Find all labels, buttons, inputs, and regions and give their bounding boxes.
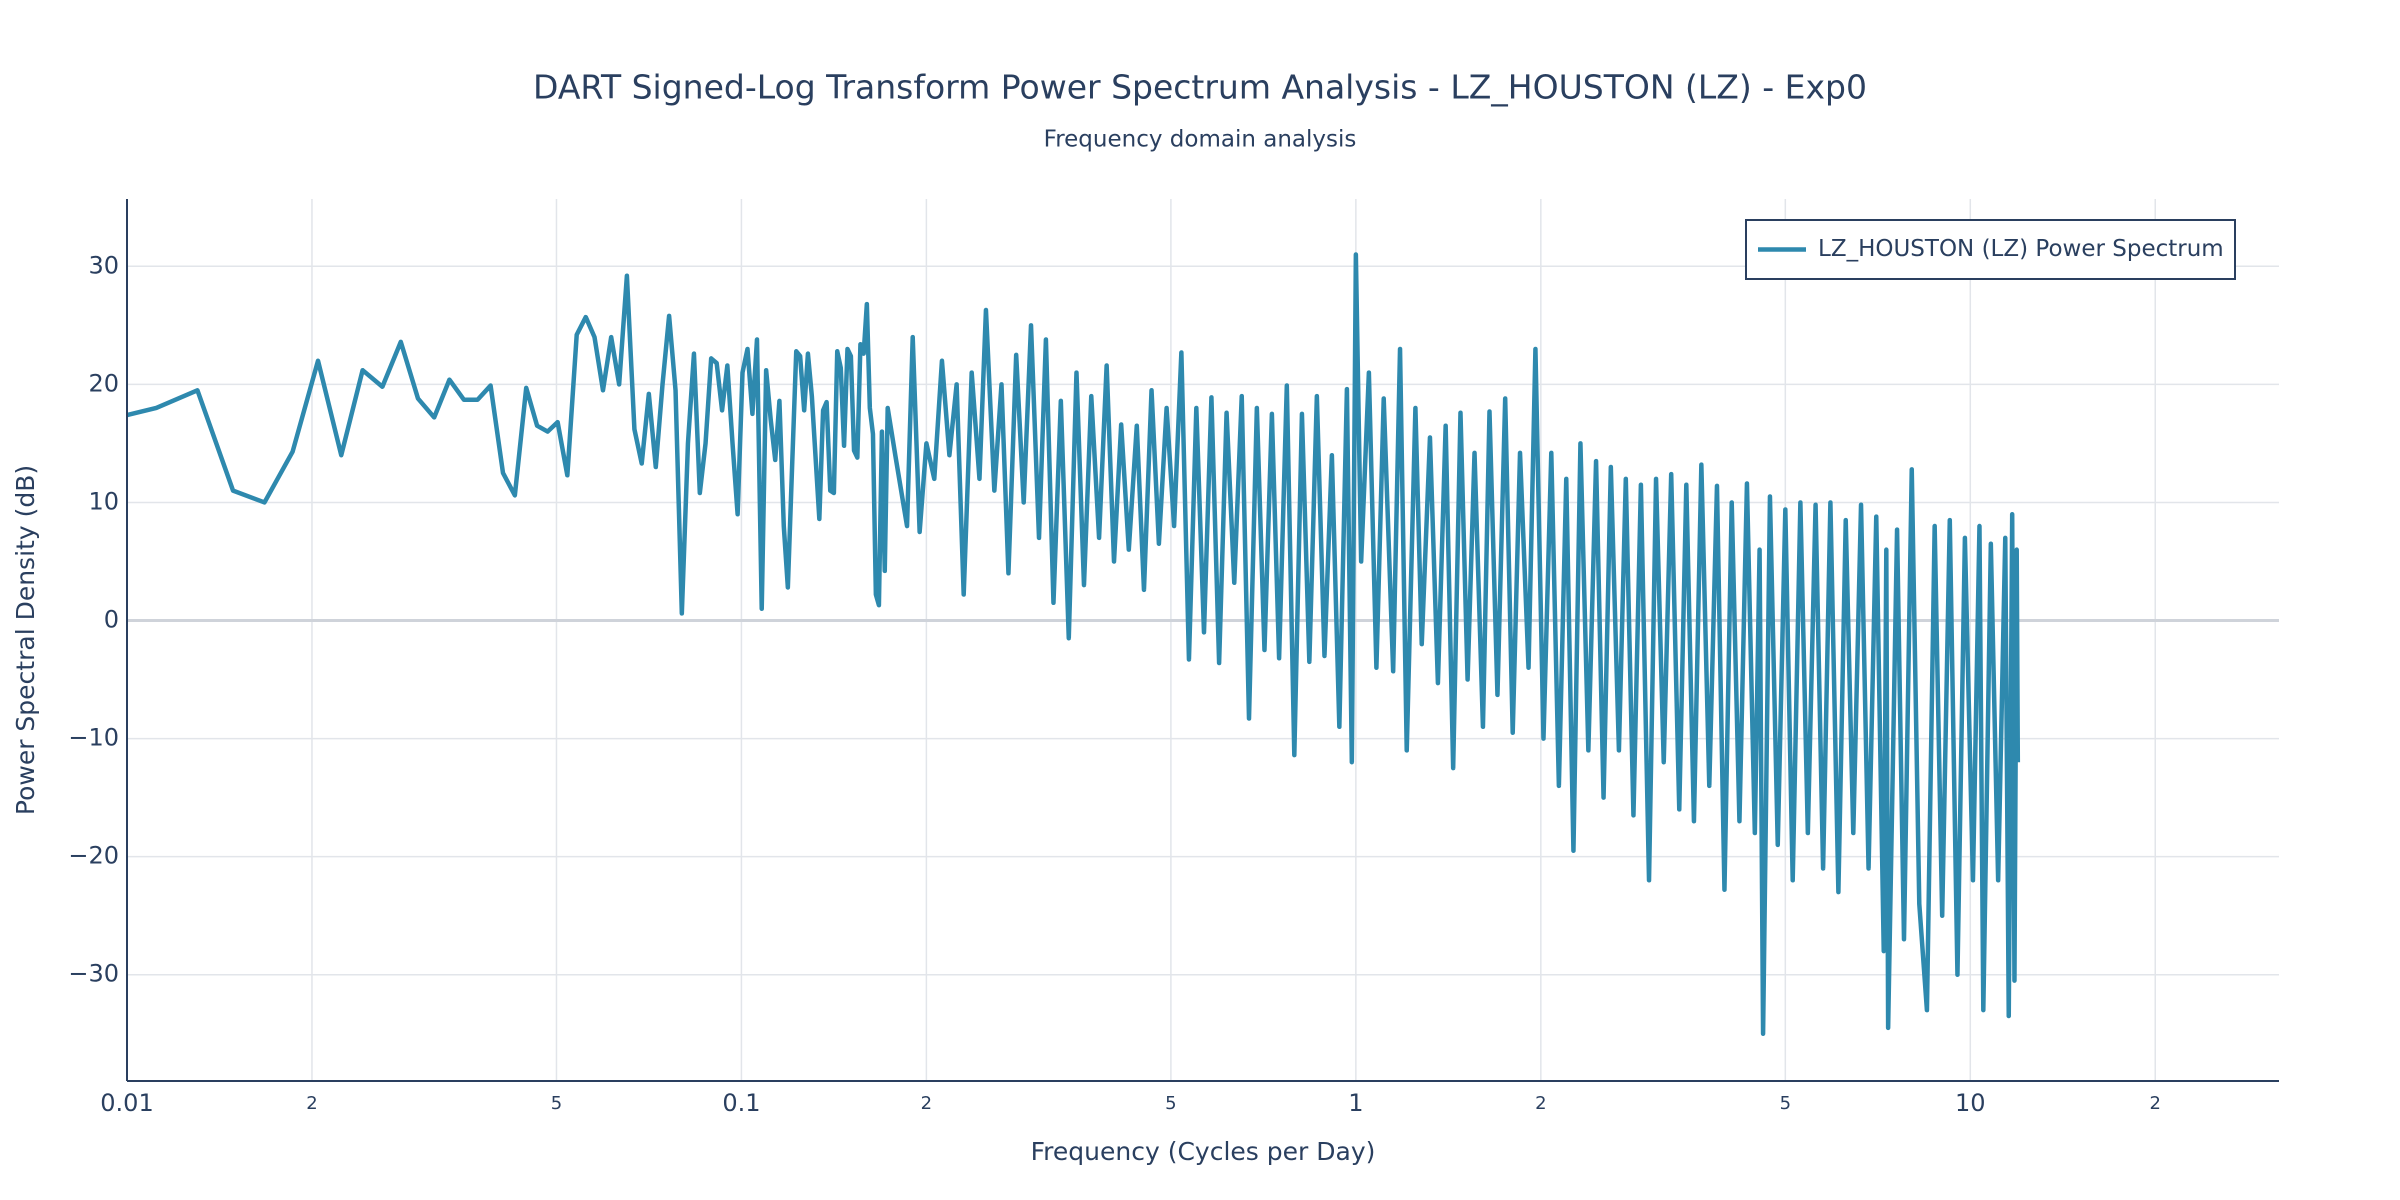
x-tick-label: 5 — [1780, 1093, 1791, 1114]
x-axis-title: Frequency (Cycles per Day) — [1031, 1137, 1376, 1166]
legend-label: LZ_HOUSTON (LZ) Power Spectrum — [1818, 236, 2224, 262]
x-tick-label: 2 — [306, 1093, 317, 1114]
spectrum-line — [127, 252, 2021, 1037]
x-tick-label: 0.1 — [722, 1089, 760, 1117]
x-tick-label: 1 — [1348, 1089, 1363, 1117]
x-tick-label: 5 — [551, 1093, 562, 1114]
y-tick-label: −10 — [68, 724, 119, 752]
y-tick-label: 0 — [104, 606, 119, 634]
x-tick-label: 10 — [1955, 1089, 1986, 1117]
legend-box — [1745, 219, 2236, 280]
y-tick-label: 10 — [88, 487, 119, 515]
x-tick-label: 2 — [921, 1093, 932, 1114]
x-tick-label: 0.01 — [100, 1089, 153, 1117]
y-tick-label: 30 — [88, 251, 119, 279]
plot-area — [127, 252, 2021, 1037]
y-tick-label: 20 — [88, 369, 119, 397]
y-tick-label: −20 — [68, 842, 119, 870]
x-tick-label: 2 — [2150, 1093, 2161, 1114]
y-tick-label: −30 — [68, 960, 119, 988]
x-tick-label: 5 — [1165, 1093, 1176, 1114]
y-axis-title: Power Spectral Density (dB) — [11, 465, 40, 815]
legend: LZ_HOUSTON (LZ) Power Spectrum — [1745, 219, 2236, 280]
x-tick-label: 2 — [1535, 1093, 1546, 1114]
chart-subtitle: Frequency domain analysis — [1044, 127, 1357, 153]
chart-title: DART Signed-Log Transform Power Spectrum… — [533, 68, 1867, 107]
